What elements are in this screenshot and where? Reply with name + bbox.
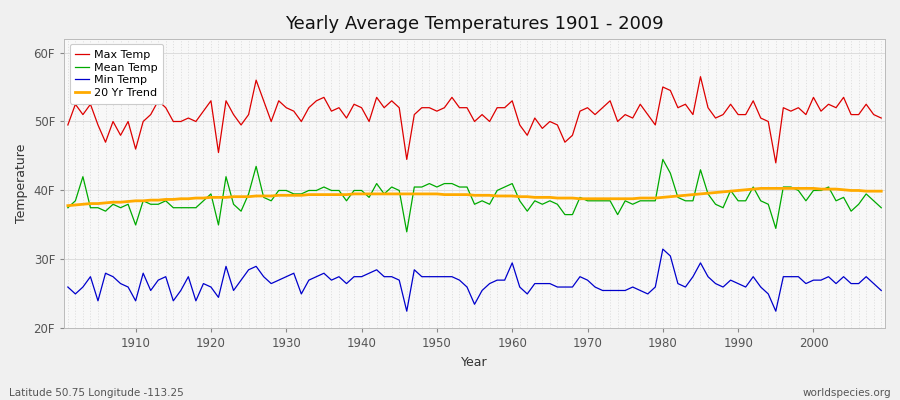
Max Temp [770, 160, 781, 165]
Legend: Max Temp, Mean Temp, Min Temp, 20 Yr Trend: Max Temp, Mean Temp, Min Temp, 20 Yr Tre… [69, 44, 163, 104]
20 Yr Trend [755, 186, 766, 191]
Max Temp [695, 74, 706, 79]
20 Yr Trend [507, 194, 517, 198]
Mean Temp [288, 192, 299, 196]
20 Yr Trend [500, 194, 510, 198]
Max Temp [876, 116, 886, 120]
20 Yr Trend [876, 189, 886, 194]
Line: 20 Yr Trend: 20 Yr Trend [68, 188, 881, 206]
Min Temp [514, 285, 525, 290]
Max Temp [288, 109, 299, 114]
Text: Latitude 50.75 Longitude -113.25: Latitude 50.75 Longitude -113.25 [9, 388, 184, 398]
Min Temp [288, 271, 299, 276]
Mean Temp [62, 205, 73, 210]
Mean Temp [605, 198, 616, 203]
20 Yr Trend [598, 196, 608, 201]
Min Temp [605, 288, 616, 293]
Min Temp [657, 247, 668, 252]
Mean Temp [507, 181, 517, 186]
Min Temp [62, 285, 73, 290]
X-axis label: Year: Year [461, 356, 488, 369]
Line: Mean Temp: Mean Temp [68, 160, 881, 232]
Min Temp [876, 288, 886, 293]
Mean Temp [334, 188, 345, 193]
Mean Temp [876, 205, 886, 210]
Mean Temp [514, 198, 525, 203]
20 Yr Trend [334, 192, 345, 197]
20 Yr Trend [122, 199, 133, 204]
Line: Min Temp: Min Temp [68, 249, 881, 311]
Max Temp [122, 119, 133, 124]
Text: worldspecies.org: worldspecies.org [803, 388, 891, 398]
Mean Temp [401, 230, 412, 234]
Mean Temp [657, 157, 668, 162]
20 Yr Trend [288, 193, 299, 198]
Min Temp [507, 260, 517, 265]
Min Temp [401, 309, 412, 314]
Max Temp [507, 98, 517, 103]
Min Temp [122, 285, 133, 290]
Title: Yearly Average Temperatures 1901 - 2009: Yearly Average Temperatures 1901 - 2009 [285, 15, 664, 33]
20 Yr Trend [62, 203, 73, 208]
Line: Max Temp: Max Temp [68, 77, 881, 163]
Min Temp [334, 274, 345, 279]
Max Temp [598, 105, 608, 110]
Y-axis label: Temperature: Temperature [15, 144, 28, 223]
Max Temp [62, 122, 73, 127]
Max Temp [334, 105, 345, 110]
Max Temp [500, 105, 510, 110]
Mean Temp [122, 202, 133, 207]
